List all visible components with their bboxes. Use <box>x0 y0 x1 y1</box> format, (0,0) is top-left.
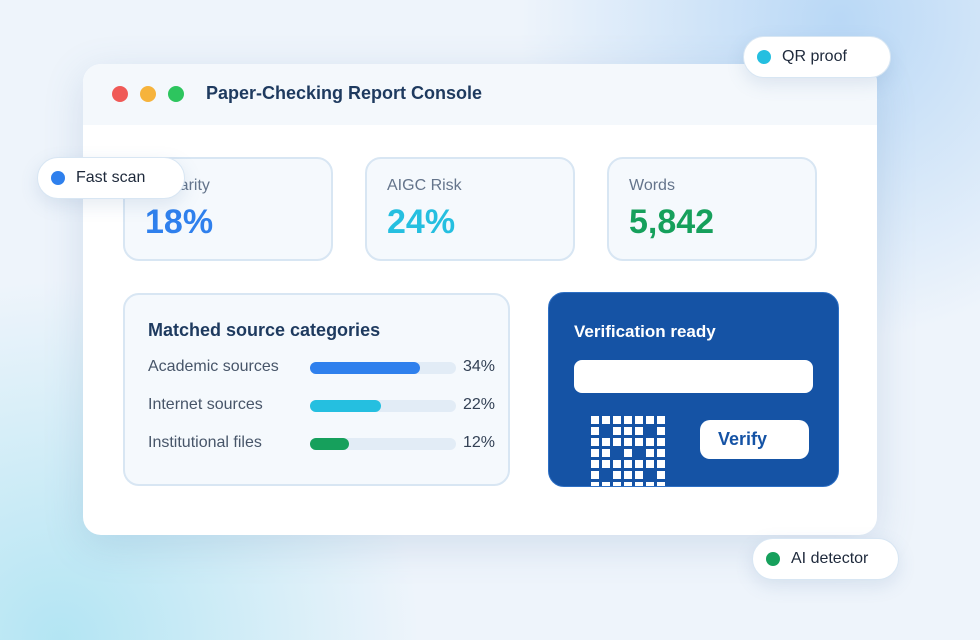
chip-dot <box>51 171 65 185</box>
status-chip: QR proof <box>743 36 891 78</box>
qr-cell <box>591 460 599 468</box>
verification-card: Verification ready Verify <box>548 292 839 487</box>
window-header: Paper-Checking Report Console <box>83 64 877 125</box>
qr-cell <box>635 482 643 486</box>
qr-cell <box>646 449 654 457</box>
metric-label: Words <box>629 177 675 194</box>
qr-code <box>591 416 665 486</box>
qr-cell <box>646 416 654 424</box>
qr-cell <box>602 449 610 457</box>
qr-cell <box>624 449 632 457</box>
qr-cell <box>591 449 599 457</box>
bar-track <box>310 362 456 374</box>
qr-cell <box>591 416 599 424</box>
qr-cell <box>624 482 632 486</box>
bar-value: 12% <box>463 434 496 451</box>
qr-cell <box>591 438 599 446</box>
qr-cell <box>602 460 610 468</box>
qr-cell <box>591 471 599 479</box>
qr-cell <box>635 416 643 424</box>
status-chip: AI detector <box>752 538 899 580</box>
qr-cell <box>646 438 654 446</box>
qr-cell <box>635 471 643 479</box>
qr-cell <box>624 438 632 446</box>
qr-cell <box>613 438 621 446</box>
metric-value: 18% <box>145 203 214 241</box>
sources-panel: Matched source categories Academic sourc… <box>123 293 510 486</box>
qr-cell <box>635 438 643 446</box>
bar-value: 22% <box>463 396 496 413</box>
status-chip: Fast scan <box>37 157 185 199</box>
qr-cell <box>624 471 632 479</box>
minimize-dot[interactable] <box>140 86 156 102</box>
sources-title: Matched source categories <box>148 320 381 340</box>
bar-track <box>310 400 456 412</box>
qr-cell <box>657 471 665 479</box>
metric-card: AIGC Risk 24% <box>365 157 575 261</box>
qr-cell <box>613 482 621 486</box>
bar-track <box>310 438 456 450</box>
qr-cell <box>591 482 599 486</box>
metric-label: AIGC Risk <box>387 177 462 194</box>
qr-cell <box>602 416 610 424</box>
qr-cell <box>602 438 610 446</box>
qr-cell <box>624 427 632 435</box>
qr-cell <box>613 416 621 424</box>
window-title: Paper-Checking Report Console <box>206 83 483 103</box>
qr-cell <box>624 460 632 468</box>
verify-button[interactable]: Verify <box>700 420 809 459</box>
qr-cell <box>613 427 621 435</box>
qr-cell <box>635 427 643 435</box>
qr-cell <box>657 482 665 486</box>
source-label: Institutional files <box>148 434 262 451</box>
maximize-dot[interactable] <box>168 86 184 102</box>
qr-cell <box>613 471 621 479</box>
metric-value: 24% <box>387 203 456 241</box>
qr-cell <box>635 460 643 468</box>
verification-input[interactable] <box>574 360 813 393</box>
qr-cell <box>657 438 665 446</box>
bar <box>310 438 349 450</box>
metric-value: 5,842 <box>629 203 715 241</box>
qr-cell <box>657 427 665 435</box>
qr-cell <box>613 460 621 468</box>
bar <box>310 400 382 412</box>
close-dot[interactable] <box>112 86 128 102</box>
bar <box>310 362 421 374</box>
chip-dot <box>766 552 780 566</box>
bar-value: 34% <box>463 358 496 375</box>
window: Paper-Checking Report Console Similarity… <box>83 64 877 535</box>
qr-cell <box>646 482 654 486</box>
qr-cell <box>657 449 665 457</box>
qr-cell <box>657 416 665 424</box>
source-label: Internet sources <box>148 396 263 413</box>
chip-dot <box>757 50 771 64</box>
source-label: Academic sources <box>148 358 279 375</box>
metric-card: Words 5,842 <box>607 157 817 261</box>
verification-title: Verification ready <box>574 322 716 341</box>
qr-cell <box>646 460 654 468</box>
qr-cell <box>657 460 665 468</box>
qr-cell <box>591 427 599 435</box>
qr-cell <box>602 482 610 486</box>
qr-cell <box>624 416 632 424</box>
